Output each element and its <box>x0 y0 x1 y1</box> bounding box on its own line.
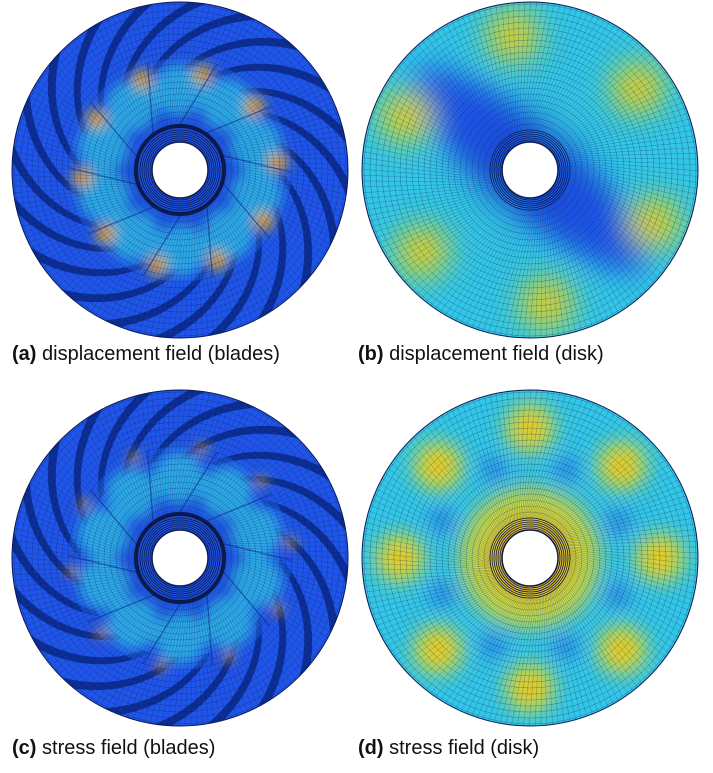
blade-stress-mesh-image <box>11 389 349 727</box>
disk-displacement-mesh-image <box>361 1 699 339</box>
caption-c-label: (c) <box>12 737 37 759</box>
panel-b: (b) displacement field (disk) <box>356 0 713 380</box>
caption-a-label: (a) <box>12 343 37 365</box>
caption-a: (a) displacement field (blades) <box>12 343 280 366</box>
panel-a: (a) displacement field (blades) <box>0 0 356 380</box>
caption-d: (d) stress field (disk) <box>358 737 539 760</box>
caption-c: (c) stress field (blades) <box>12 737 215 760</box>
panel-c: (c) stress field (blades) <box>0 388 356 773</box>
disk-stress-mesh-image <box>361 389 699 727</box>
caption-b-text: displacement field (disk) <box>389 343 604 365</box>
blade-displacement-mesh-image <box>11 1 349 339</box>
caption-c-text: stress field (blades) <box>42 737 216 759</box>
caption-d-label: (d) <box>358 737 384 759</box>
caption-b: (b) displacement field (disk) <box>358 343 604 366</box>
caption-a-text: displacement field (blades) <box>42 343 280 365</box>
panel-d: (d) stress field (disk) <box>356 388 713 773</box>
caption-b-label: (b) <box>358 343 384 365</box>
caption-d-text: stress field (disk) <box>389 737 540 759</box>
